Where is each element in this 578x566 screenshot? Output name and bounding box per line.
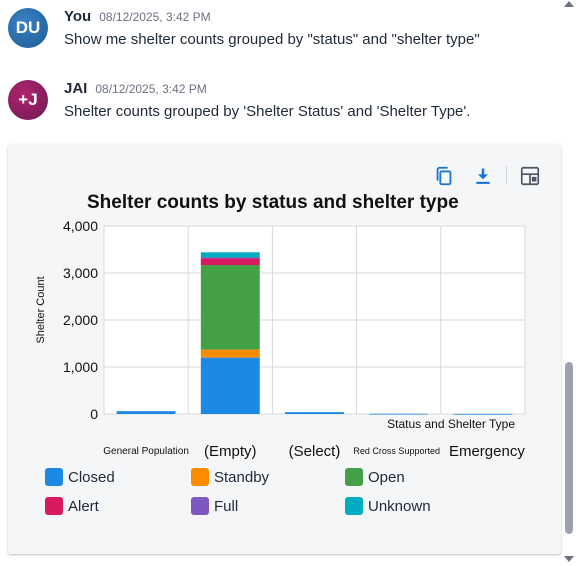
legend-item-standby[interactable]: Standby xyxy=(191,468,269,486)
download-button[interactable] xyxy=(471,164,495,188)
sender-name: You xyxy=(64,8,92,25)
user-message: DU You 08/12/2025, 3:42 PM Show me shelt… xyxy=(8,8,480,48)
legend-label: Closed xyxy=(68,468,115,486)
message-text: Shelter counts grouped by 'Shelter Statu… xyxy=(64,103,471,120)
legend-label: Unknown xyxy=(368,497,431,515)
scrollbar[interactable] xyxy=(563,0,578,566)
scroll-down-arrow-icon[interactable] xyxy=(564,556,574,562)
scroll-thumb[interactable] xyxy=(565,362,573,534)
message-timestamp: 08/12/2025, 3:42 PM xyxy=(99,10,211,24)
y-tick-label: 3,000 xyxy=(63,265,98,281)
copy-button[interactable] xyxy=(432,164,456,188)
legend-item-full[interactable]: Full xyxy=(191,497,238,515)
bar-segment-standby xyxy=(200,349,260,358)
sender-name: JAI xyxy=(64,80,88,97)
x-tick-label: Emergency xyxy=(449,443,525,460)
bar-segment-closed xyxy=(285,412,344,414)
y-tick-label: 2,000 xyxy=(63,312,98,328)
download-icon xyxy=(476,168,490,184)
legend-item-alert[interactable]: Alert xyxy=(45,497,99,515)
legend-swatch xyxy=(45,468,63,486)
x-tick-label: Red Cross Supported xyxy=(353,446,440,456)
bar-segment-unknown xyxy=(200,252,260,258)
toolbar-divider xyxy=(506,166,507,184)
legend-swatch xyxy=(345,468,363,486)
user-avatar: DU xyxy=(8,8,48,48)
legend-item-closed[interactable]: Closed xyxy=(45,468,115,486)
y-axis-label: Shelter Count xyxy=(35,276,47,343)
chart-title: Shelter counts by status and shelter typ… xyxy=(87,192,459,213)
bar-segment-closed xyxy=(116,411,176,414)
scroll-up-arrow-icon[interactable] xyxy=(564,1,574,7)
layout-toggle-button[interactable] xyxy=(518,164,542,188)
x-axis-label: Status and Shelter Type xyxy=(387,417,515,431)
bar-segment-full xyxy=(200,257,260,259)
bar-segment-closed xyxy=(369,413,429,415)
legend-label: Standby xyxy=(214,468,270,486)
x-tick-label: (Empty) xyxy=(204,443,257,460)
legend-label: Full xyxy=(214,497,239,515)
message-timestamp: 08/12/2025, 3:42 PM xyxy=(95,82,207,96)
y-tick-label: 0 xyxy=(90,406,98,422)
bar-segment-open xyxy=(200,265,260,350)
y-tick-label: 4,000 xyxy=(63,218,98,234)
assistant-avatar: +J xyxy=(8,80,48,120)
legend-swatch xyxy=(45,497,63,515)
legend-swatch xyxy=(345,497,363,515)
copy-icon xyxy=(436,166,452,186)
bar-segment-alert xyxy=(200,258,260,266)
legend-swatch xyxy=(191,468,209,486)
chart-card: Shelter counts by status and shelter typ… xyxy=(8,144,561,554)
stacked-bar-chart: 0 1,000 2,000 3,000 4,000 General Population (… xyxy=(35,218,526,460)
x-tick-label: General Population xyxy=(103,446,189,457)
assistant-message: +J JAI 08/12/2025, 3:42 PM Shelter count… xyxy=(8,80,470,120)
legend-label: Alert xyxy=(68,497,99,515)
y-tick-label: 1,000 xyxy=(63,359,98,375)
x-tick-label: (Select) xyxy=(289,443,341,460)
legend-swatch xyxy=(191,497,209,515)
legend-label: Open xyxy=(368,468,405,486)
bar-segment-closed xyxy=(453,413,513,415)
bar-segment-closed xyxy=(200,357,260,414)
message-text: Show me shelter counts grouped by "statu… xyxy=(64,31,480,48)
legend-item-unknown[interactable]: Unknown xyxy=(345,497,431,515)
layout-toggle-icon xyxy=(520,166,540,186)
legend-item-open[interactable]: Open xyxy=(345,468,405,486)
